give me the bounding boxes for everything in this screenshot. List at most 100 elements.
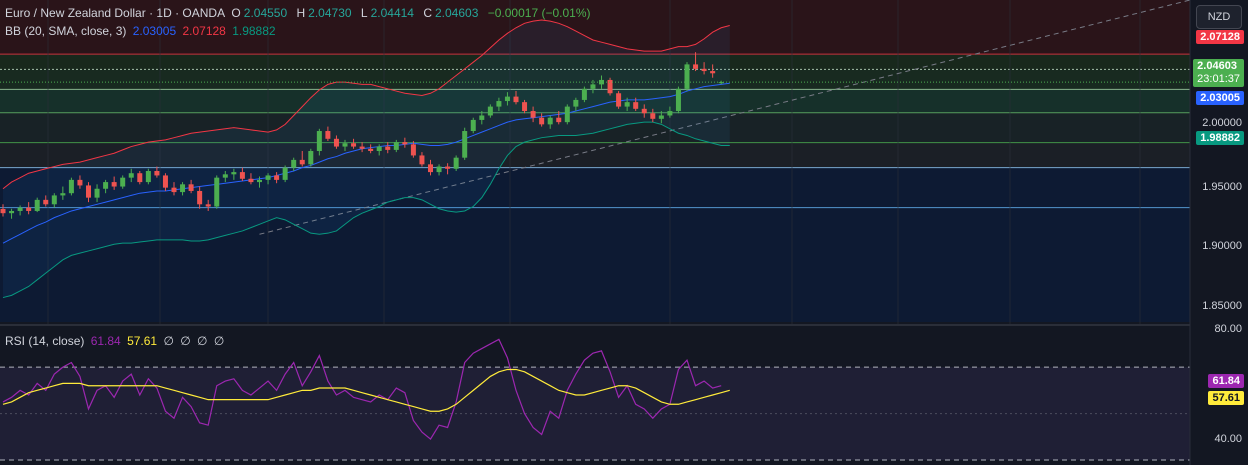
candle-body: [504, 96, 510, 102]
candle-body: [599, 79, 604, 85]
candle-body: [376, 146, 382, 152]
candle-body: [248, 178, 254, 183]
rsi-value: 61.84: [90, 334, 121, 348]
rsi-tick-label: 80.00: [1214, 323, 1242, 335]
candle-body: [616, 93, 622, 107]
candle-body: [462, 131, 468, 158]
candle-body: [86, 185, 91, 198]
candles: [0, 52, 1190, 219]
rsi-ma-value: 57.61: [127, 334, 158, 348]
bb-mid-badge: 2.03005: [1196, 91, 1244, 105]
candle-body: [171, 187, 177, 193]
bb-mid-value: 2.03005: [132, 24, 177, 38]
bb-lower-badge: 1.98882: [1196, 131, 1244, 145]
candle-body: [205, 204, 211, 207]
rsi-extra-2: ∅: [180, 334, 191, 348]
candle-body: [522, 102, 528, 112]
candle-body: [556, 117, 562, 123]
bb-upper-line: [2, 19, 730, 190]
candle-body: [539, 117, 545, 125]
bb-upper-badge: 2.07128: [1196, 30, 1244, 44]
candle-body: [530, 111, 536, 118]
horizontal-zones: [0, 0, 1190, 322]
bb-mid-line: [2, 82, 730, 244]
ohlc-open: O 2.04550: [231, 6, 288, 20]
candle-body: [385, 146, 391, 150]
candle-body: [428, 164, 433, 173]
last-price-badge: 2.04603 23:01:37: [1193, 59, 1244, 87]
rsi-legend[interactable]: RSI (14, close) 61.84 57.61 ∅ ∅ ∅ ∅: [5, 334, 227, 348]
candle-body: [342, 143, 348, 147]
candle-body: [308, 151, 314, 165]
candle-body: [479, 115, 485, 120]
candle-body: [445, 166, 451, 169]
candle-body: [154, 170, 160, 176]
candle-body: [513, 96, 519, 103]
candle-body: [257, 179, 262, 183]
candle-body: [188, 184, 194, 191]
candle-body: [436, 166, 442, 173]
price-tick-label: 1.85000: [1202, 300, 1242, 312]
candle-body: [128, 173, 134, 178]
candle-body: [633, 102, 639, 109]
candle-body: [120, 177, 126, 187]
bb-fill: [3, 19, 730, 298]
candle-body: [333, 138, 339, 147]
bb-name: BB (20, SMA, close, 3): [5, 24, 127, 38]
candle-body: [316, 131, 322, 152]
bb-lower-line: [2, 121, 730, 299]
candle-body: [581, 88, 587, 100]
candle-body: [487, 106, 493, 116]
price-tick-label: 1.90000: [1202, 240, 1242, 252]
candle-body: [145, 170, 151, 183]
rsi-badge: 61.84: [1208, 374, 1244, 388]
candle-body: [718, 82, 724, 84]
zone-band: [0, 0, 1190, 55]
candle-body: [51, 195, 57, 205]
candle-body: [214, 177, 220, 207]
price-tick-label: 1.95000: [1202, 181, 1242, 193]
candle-body: [658, 115, 664, 119]
candle-body: [68, 179, 74, 194]
rsi-extra-4: ∅: [213, 334, 225, 348]
candle-body: [359, 146, 365, 149]
rsi-background: [0, 325, 1248, 465]
rsi-extra-1: ∅: [163, 334, 174, 348]
zone-band: [0, 54, 1190, 70]
candle-body: [43, 199, 49, 205]
candle-body: [291, 159, 297, 168]
candle-body: [496, 101, 502, 107]
rsi-name: RSI (14, close): [5, 334, 85, 348]
bb-legend[interactable]: BB (20, SMA, close, 3) 2.03005 2.07128 1…: [5, 24, 279, 38]
candle-body: [137, 173, 143, 183]
candle-body: [573, 99, 579, 107]
candle-body: [419, 155, 425, 165]
bb-lower-value: 1.98882: [232, 24, 276, 38]
candle-body: [590, 84, 596, 89]
candle-body: [162, 175, 168, 188]
zone-band: [0, 112, 1190, 143]
candle-body: [624, 102, 630, 107]
candle-body: [60, 193, 66, 196]
candle-body: [197, 190, 203, 205]
symbol-legend[interactable]: Euro / New Zealand Dollar · 1D · OANDA O…: [5, 6, 593, 20]
candle-body: [547, 117, 553, 125]
candle-body: [0, 208, 6, 214]
candle-body: [453, 157, 459, 169]
candle-body: [282, 167, 288, 180]
ohlc-high: H 2.04730: [296, 6, 352, 20]
candle-body: [402, 142, 408, 145]
price-tick-label: 2.00000: [1202, 117, 1242, 129]
candle-body: [231, 172, 237, 175]
candle-body: [675, 88, 681, 112]
rsi-pane: [0, 324, 1248, 465]
trend-line: [259, 0, 1191, 235]
candle-body: [410, 144, 416, 156]
currency-button[interactable]: NZD: [1196, 5, 1242, 29]
bollinger-bands: [2, 19, 730, 299]
candle-body: [265, 175, 271, 180]
zone-band: [0, 142, 1190, 168]
candle-body: [667, 111, 673, 116]
change-value: −0.00017 (−0.01%): [487, 6, 591, 20]
